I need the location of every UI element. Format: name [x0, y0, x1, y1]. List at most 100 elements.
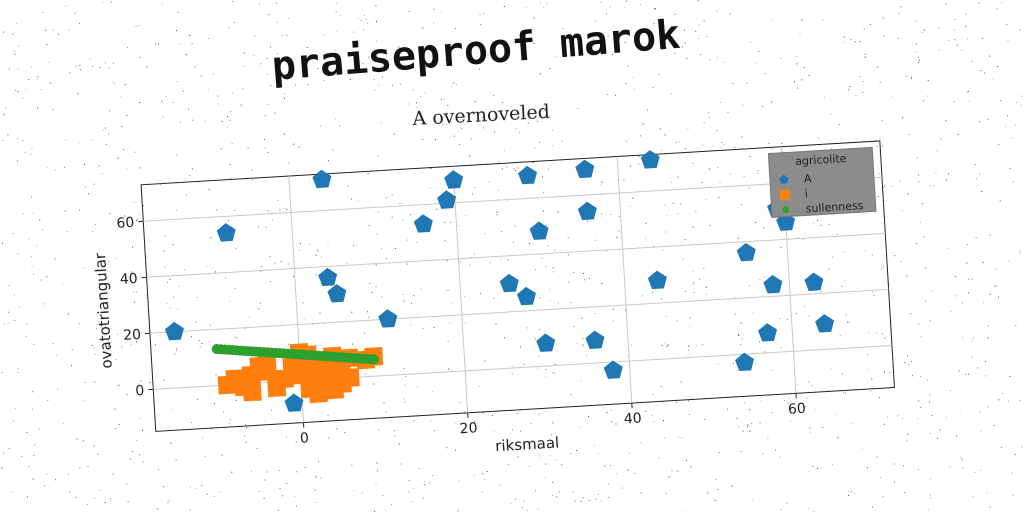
noise-speck [644, 238, 646, 240]
noise-speck [253, 55, 255, 57]
noise-speck [684, 29, 685, 31]
noise-speck [899, 180, 901, 182]
noise-speck [930, 185, 932, 187]
noise-speck [618, 215, 620, 217]
noise-speck [55, 479, 56, 481]
noise-speck [664, 204, 666, 206]
noise-speck [423, 484, 425, 485]
point-a [736, 242, 756, 262]
noise-speck [99, 489, 101, 491]
noise-speck [771, 101, 773, 103]
noise-speck [666, 215, 668, 217]
noise-speck [445, 124, 447, 126]
noise-speck [75, 496, 77, 498]
noise-speck [234, 209, 236, 211]
noise-speck [869, 24, 871, 25]
noise-speck [561, 140, 563, 142]
noise-speck [1007, 40, 1009, 42]
noise-speck [695, 344, 697, 346]
noise-speck [381, 296, 383, 298]
noise-speck [391, 504, 392, 506]
noise-speck [287, 343, 289, 345]
noise-speck [266, 471, 268, 473]
noise-speck [264, 147, 266, 149]
noise-speck [126, 114, 128, 116]
noise-speck [31, 66, 33, 68]
noise-speck [824, 96, 826, 98]
noise-speck [876, 456, 878, 458]
noise-speck [1012, 494, 1014, 496]
noise-speck [283, 133, 285, 135]
noise-speck [971, 340, 973, 342]
noise-speck [353, 244, 355, 246]
noise-speck [207, 89, 209, 91]
noise-speck [677, 176, 679, 178]
noise-speck [738, 426, 740, 428]
noise-speck [884, 337, 886, 339]
noise-speck [213, 495, 215, 497]
noise-speck [494, 430, 495, 432]
x-tick-label: 0 [300, 430, 310, 447]
noise-speck [535, 490, 536, 492]
noise-speck [369, 282, 371, 284]
noise-speck [573, 272, 575, 273]
noise-speck [266, 57, 268, 59]
noise-speck [87, 466, 89, 468]
noise-speck [3, 452, 4, 454]
noise-speck [916, 157, 918, 159]
noise-speck [551, 434, 553, 436]
noise-speck [44, 29, 46, 31]
noise-speck [717, 489, 719, 490]
noise-speck [527, 122, 529, 124]
noise-speck [94, 381, 96, 383]
noise-speck [455, 84, 457, 86]
noise-speck [606, 250, 608, 252]
noise-speck [362, 62, 364, 64]
noise-speck [780, 247, 782, 248]
noise-speck [675, 141, 677, 143]
noise-speck [413, 295, 415, 296]
noise-speck [853, 492, 855, 494]
noise-speck [552, 145, 554, 147]
noise-speck [629, 205, 631, 207]
noise-speck [511, 429, 513, 431]
noise-speck [88, 193, 89, 195]
noise-speck [79, 69, 81, 71]
noise-speck [43, 303, 45, 305]
noise-speck [543, 192, 545, 193]
noise-speck [130, 458, 132, 460]
noise-speck [191, 168, 193, 170]
noise-speck [455, 28, 457, 29]
noise-speck [584, 279, 585, 281]
noise-speck [684, 239, 686, 241]
noise-speck [463, 295, 465, 297]
noise-speck [595, 239, 596, 241]
noise-speck [678, 436, 680, 438]
noise-speck [918, 59, 920, 61]
noise-speck [924, 267, 926, 269]
noise-speck [349, 79, 351, 80]
y-tick-label: 0 [135, 383, 145, 400]
noise-speck [998, 399, 1000, 401]
noise-speck [955, 295, 957, 297]
noise-speck [447, 340, 449, 342]
noise-speck [52, 29, 54, 31]
noise-speck [455, 449, 456, 451]
noise-speck [244, 328, 246, 330]
noise-speck [530, 423, 532, 424]
noise-speck [407, 103, 409, 105]
noise-speck [3, 323, 5, 325]
noise-speck [554, 55, 556, 57]
noise-speck [809, 427, 811, 429]
point-a [536, 333, 556, 352]
noise-speck [314, 502, 316, 503]
noise-speck [503, 6, 505, 7]
noise-speck [279, 209, 281, 211]
noise-speck [954, 18, 956, 20]
noise-speck [375, 5, 377, 7]
noise-speck [720, 101, 722, 103]
noise-speck [780, 509, 782, 511]
noise-speck [394, 248, 396, 249]
point-a [640, 150, 660, 169]
noise-speck [529, 243, 531, 244]
